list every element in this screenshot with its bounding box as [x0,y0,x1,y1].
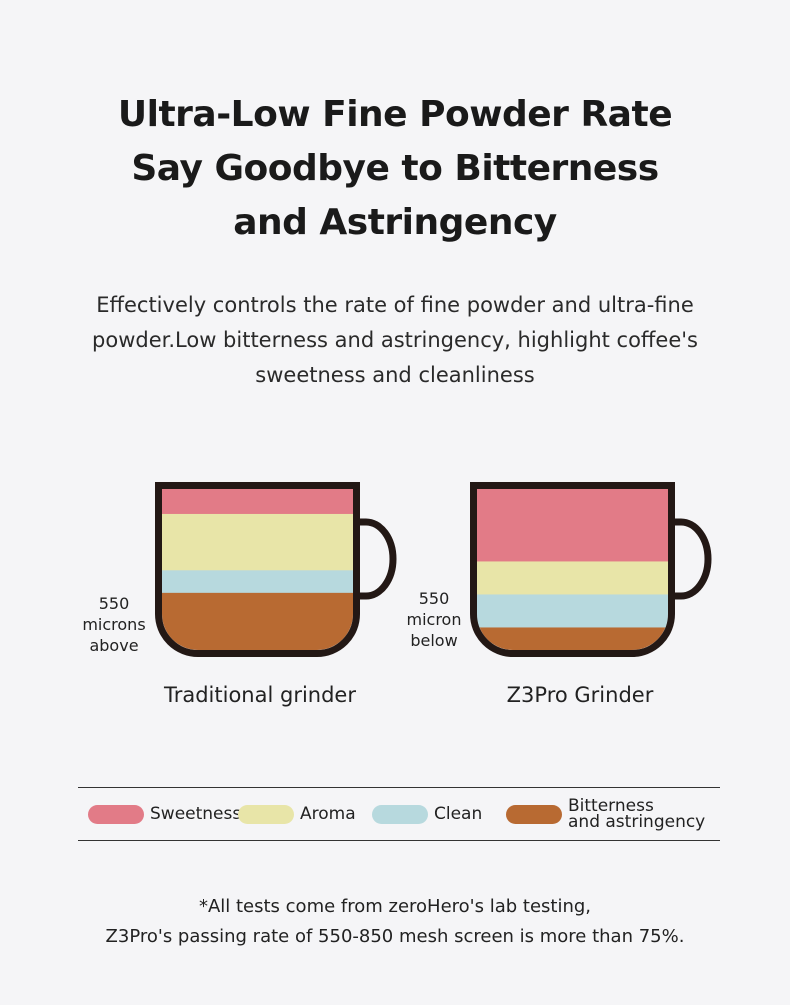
legend-item-bitterness: Bitterness and astringency [506,796,705,832]
side-label-line: above [89,636,139,655]
footnote: *All tests come from zeroHero's lab test… [0,892,790,952]
side-label-line: 550 [98,594,130,613]
cup-outline [470,482,675,657]
swatch-bitterness [506,804,562,824]
legend: Sweetness Aroma Clean Bitterness and astr… [78,796,720,832]
layer-sweetness [477,489,668,562]
footnote-line: Z3Pro's passing rate of 550-850 mesh scr… [105,926,685,947]
layer-aroma [162,513,353,571]
title-line: and Astringency [233,202,557,243]
side-label-z3pro: 550 micron below [398,588,470,651]
legend-item-sweetness: Sweetness [88,796,241,832]
legend-item-clean: Clean [372,796,482,832]
layer-bitterness [162,592,353,650]
title-line: Say Goodbye to Bitterness [131,148,659,189]
legend-label: Bitterness and astringency [568,796,706,832]
side-label-traditional: 550 microns above [76,593,152,656]
legend-label: Aroma [300,804,356,824]
layer-bitterness [477,627,668,650]
title-line: Ultra-Low Fine Powder Rate [117,94,673,135]
layer-clean [162,570,353,594]
cup-fill [162,489,353,650]
footnote-line: *All tests come from zeroHero's lab test… [198,896,592,917]
swatch-sweetness [88,804,144,824]
cup-handle [671,518,712,600]
cup-handle [356,518,397,600]
side-label-line: micron [406,610,462,629]
layer-aroma [477,561,668,595]
layer-clean [477,594,668,628]
layer-sweetness [162,489,353,515]
cup-fill [477,489,668,650]
subtitle: Effectively controls the rate of fine po… [92,293,698,387]
legend-label: Sweetness [150,804,242,824]
divider [78,840,720,841]
swatch-aroma [238,804,294,824]
divider [78,787,720,788]
legend-label: Clean [434,804,483,824]
caption-traditional: Traditional grinder [163,683,356,707]
cup-outline [155,482,360,657]
side-label-line: microns [82,615,146,634]
caption-z3pro: Z3Pro Grinder [506,683,654,707]
legend-label-line: and astringency [568,812,706,832]
side-label-line: below [410,631,458,650]
side-label-line: 550 [418,589,450,608]
legend-item-aroma: Aroma [238,796,356,832]
page-title: Ultra-Low Fine Powder Rate Say Goodbye t… [0,88,790,250]
legend-label-line: Bitterness [568,796,654,816]
cups-diagram [155,482,712,657]
swatch-clean [372,804,428,824]
